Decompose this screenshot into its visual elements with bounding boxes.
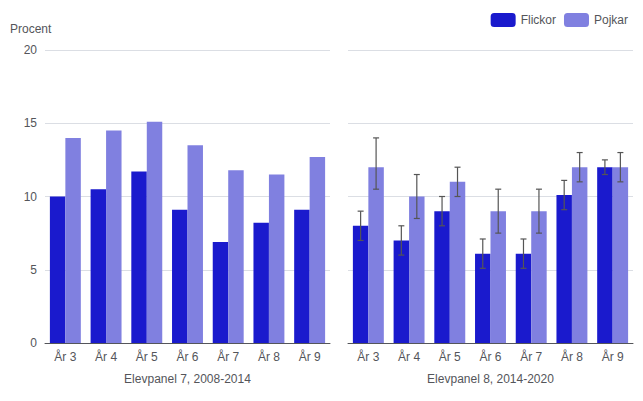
svg-text:Procent: Procent (10, 22, 52, 36)
svg-text:Flickor: Flickor (521, 13, 556, 27)
svg-text:Pojkar: Pojkar (594, 13, 628, 27)
svg-text:5: 5 (30, 263, 37, 277)
svg-text:Elevpanel 7, 2008-2014: Elevpanel 7, 2008-2014 (124, 372, 251, 386)
svg-text:Elevpanel 8, 2014-2020: Elevpanel 8, 2014-2020 (427, 372, 554, 386)
svg-text:År 9: År 9 (602, 349, 624, 364)
svg-text:0: 0 (30, 336, 37, 350)
svg-text:År 4: År 4 (398, 349, 420, 364)
svg-text:År 9: År 9 (299, 349, 321, 364)
svg-text:20: 20 (24, 43, 38, 57)
svg-text:15: 15 (24, 116, 38, 130)
svg-text:År 8: År 8 (561, 349, 583, 364)
svg-text:År 3: År 3 (54, 349, 76, 364)
svg-text:År 3: År 3 (357, 349, 379, 364)
svg-text:År 7: År 7 (217, 349, 239, 364)
svg-text:År 8: År 8 (258, 349, 280, 364)
svg-text:År 5: År 5 (136, 349, 158, 364)
svg-text:År 7: År 7 (520, 349, 542, 364)
svg-text:År 4: År 4 (95, 349, 117, 364)
svg-text:10: 10 (24, 190, 38, 204)
svg-text:År 6: År 6 (176, 349, 198, 364)
svg-text:År 6: År 6 (479, 349, 501, 364)
svg-text:År 5: År 5 (439, 349, 461, 364)
